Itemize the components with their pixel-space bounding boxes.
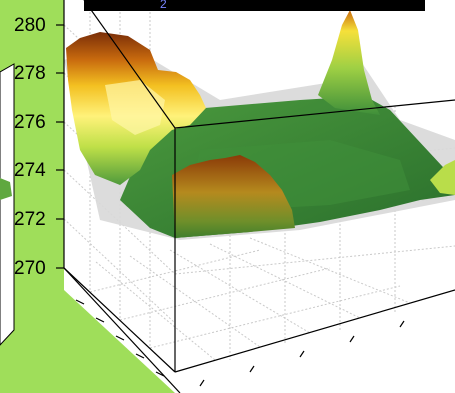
surface-front-bump [172, 155, 295, 238]
axes-box-edges [63, 0, 455, 393]
title-fragment-text: 2 [160, 0, 167, 11]
left-panel-surface-fragment [0, 178, 12, 200]
z-tick-label-278: 278 [14, 63, 46, 84]
z-axis-ticks [56, 24, 64, 269]
z-tick-label-270: 270 [14, 258, 46, 279]
floor-edge-ticks [75, 299, 405, 387]
surface-right-edge [430, 160, 455, 195]
z-tick-label-274: 274 [14, 160, 46, 181]
z-tick-label-272: 272 [14, 209, 46, 230]
floor-plane [64, 268, 455, 393]
title-bar [84, 0, 425, 11]
z-tick-label-276: 276 [14, 112, 46, 133]
left-panel-fragment [0, 63, 15, 346]
surface-right-peak [318, 10, 380, 115]
z-tick-label-280: 280 [14, 15, 46, 36]
